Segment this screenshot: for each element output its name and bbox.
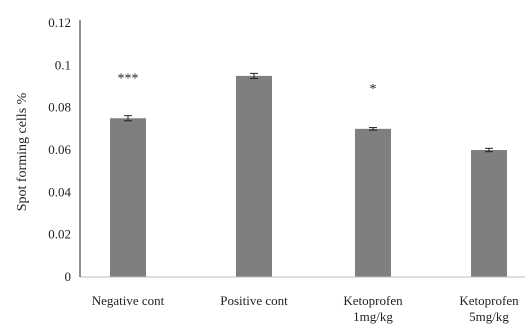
category-label: 1mg/kg [353,309,393,324]
error-bar [369,127,377,131]
category-label: 5mg/kg [469,309,509,324]
category-label: Ketoprofen [459,293,519,308]
error-bar [485,147,493,153]
y-tick-label: 0.12 [48,15,71,30]
y-axis-title: Spot forming cells % [15,92,30,211]
y-axis-ticks: 0 0.02 0.04 0.06 0.08 0.1 0.12 [48,15,71,284]
y-tick-label: 0.06 [48,142,71,157]
category-label: Negative cont [92,293,165,308]
y-tick-label: 0.1 [55,57,71,72]
bar [236,75,272,278]
y-tick-label: 0.04 [48,184,71,199]
category-labels: Negative cont Positive cont Ketoprofen1mg/… [92,293,519,324]
bar [355,128,391,277]
y-tick-label: 0 [65,269,72,284]
y-tick-label: 0.08 [48,100,71,115]
bars [110,75,507,278]
category-label: Ketoprofen [343,293,403,308]
y-tick-label: 0.02 [48,227,71,242]
significance-label: * [370,82,377,97]
significance-label: *** [118,71,139,86]
error-bar [250,72,258,79]
error-bars [124,72,493,153]
error-bar [124,115,132,122]
significance-labels: **** [118,71,377,97]
bar [110,118,146,277]
category-label: Positive cont [220,293,288,308]
bar [471,150,507,277]
